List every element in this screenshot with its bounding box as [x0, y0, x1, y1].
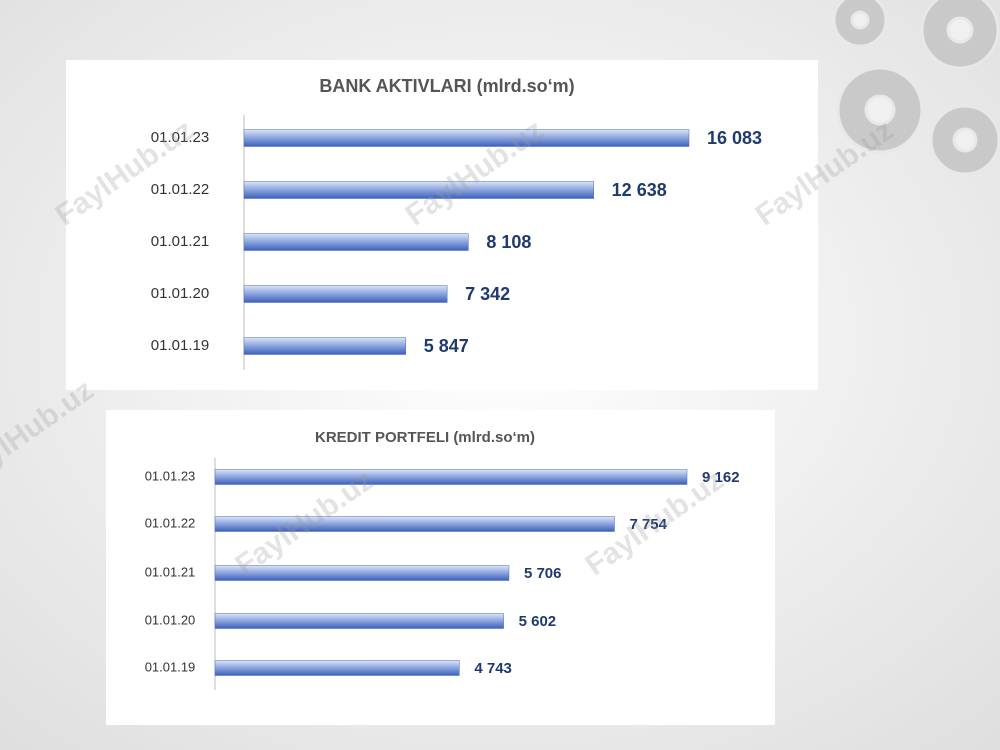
category-label: 01.01.23	[151, 129, 209, 146]
category-label: 01.01.21	[145, 564, 196, 579]
bar	[214, 469, 688, 485]
bar	[243, 181, 594, 199]
bar	[214, 660, 460, 676]
bar	[243, 233, 469, 251]
category-label: 01.01.20	[151, 285, 209, 302]
bar	[214, 516, 615, 532]
chart-title: KREDIT PORTFELI (mlrd.so‘m)	[315, 429, 535, 446]
gears	[832, 0, 1000, 176]
data-label: 12 638	[612, 180, 667, 200]
charts: 01.01.23 16 083 01.01.22 12 638 01.01.21 8 10…	[145, 115, 762, 690]
chart-panel	[66, 60, 818, 390]
data-label: 5 706	[524, 565, 562, 582]
category-label: 01.01.22	[145, 515, 196, 530]
category-label: 01.01.23	[145, 468, 196, 483]
data-label: 8 108	[486, 232, 531, 252]
data-label: 5 602	[519, 613, 557, 630]
data-label: 16 083	[707, 128, 762, 148]
category-label: 01.01.22	[151, 181, 209, 198]
bar	[243, 129, 690, 147]
bar	[214, 565, 510, 581]
data-label: 9 162	[702, 469, 740, 486]
category-label: 01.01.21	[151, 233, 209, 250]
category-label: 01.01.20	[145, 612, 196, 627]
data-label: 7 754	[629, 516, 667, 533]
bar	[243, 337, 407, 355]
data-label: 5 847	[424, 336, 469, 356]
bar	[243, 285, 448, 303]
data-label: 7 342	[465, 284, 510, 304]
chart-title: BANK AKTIVLARI (mlrd.so‘m)	[319, 76, 574, 96]
category-label: 01.01.19	[151, 337, 209, 354]
bar	[214, 613, 504, 629]
data-label: 4 743	[474, 660, 512, 677]
category-label: 01.01.19	[145, 659, 196, 674]
